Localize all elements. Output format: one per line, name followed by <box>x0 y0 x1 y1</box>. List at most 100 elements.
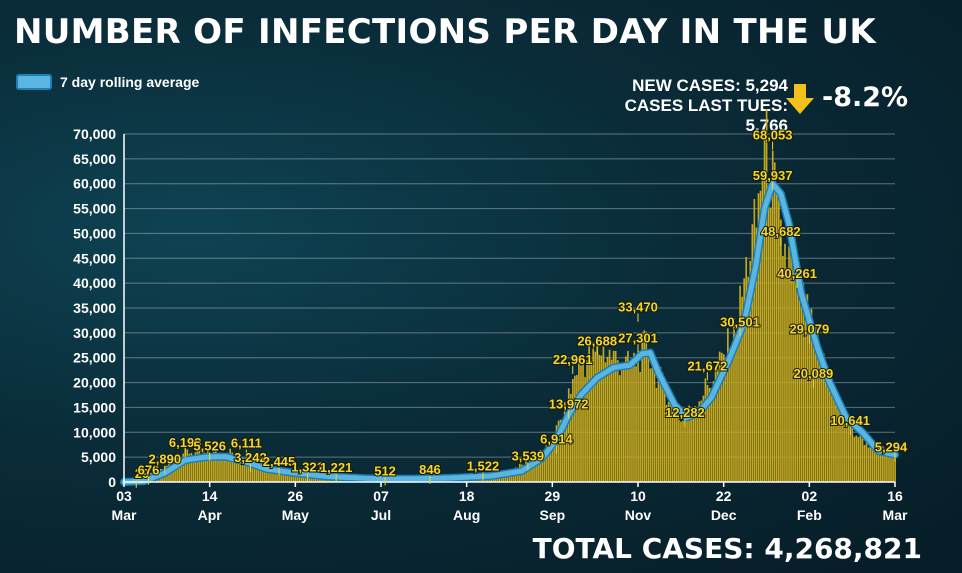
daily-bar <box>602 346 605 482</box>
daily-bar <box>202 451 205 482</box>
daily-bar <box>692 411 694 482</box>
daily-bar <box>761 176 764 482</box>
daily-bar <box>243 463 246 482</box>
x-tick-day: 29 <box>545 488 561 504</box>
daily-bar <box>261 467 264 482</box>
daily-bar <box>249 464 252 482</box>
daily-bar <box>270 469 272 482</box>
daily-bar <box>869 444 872 482</box>
x-tick-day: 03 <box>116 488 132 504</box>
daily-bar <box>696 409 699 482</box>
daily-bar <box>596 343 599 482</box>
daily-bar <box>845 422 847 482</box>
x-tick-month: Mar <box>112 507 137 523</box>
data-label: 21,672 <box>687 358 727 373</box>
daily-bar <box>780 219 782 483</box>
daily-bar <box>755 227 758 482</box>
daily-bar <box>292 471 295 482</box>
daily-bar <box>645 331 648 482</box>
daily-bar <box>192 455 195 482</box>
daily-bar <box>633 352 635 482</box>
daily-bar <box>612 350 615 482</box>
daily-bar <box>647 357 650 482</box>
daily-bar <box>822 353 825 482</box>
legend-label: 7 day rolling average <box>60 74 200 90</box>
daily-bar <box>565 413 568 482</box>
daily-bar <box>182 453 185 482</box>
x-tick-month: Jul <box>371 507 391 523</box>
daily-bar <box>673 408 676 482</box>
data-label: 3,242 <box>234 450 267 465</box>
daily-bar <box>272 470 274 482</box>
data-label: 3,539 <box>512 448 545 463</box>
y-tick-label: 0 <box>108 474 116 490</box>
daily-bar <box>551 441 554 482</box>
daily-bar <box>839 407 841 482</box>
daily-bar <box>586 360 588 482</box>
daily-bar <box>859 432 862 482</box>
data-label: 846 <box>419 462 441 477</box>
x-tick-day: 18 <box>459 488 475 504</box>
daily-bar <box>802 282 805 482</box>
y-tick-label: 70,000 <box>73 126 116 142</box>
daily-bar <box>694 406 697 482</box>
daily-cases-bars <box>123 109 896 483</box>
daily-bar <box>223 455 225 482</box>
daily-bar <box>584 377 586 482</box>
x-tick-month: Aug <box>453 507 480 523</box>
x-tick-month: Feb <box>797 507 822 523</box>
data-label: 68,053 <box>753 128 793 143</box>
daily-bar <box>841 404 843 482</box>
daily-bar <box>890 454 892 482</box>
daily-bar <box>620 367 623 482</box>
daily-bar <box>663 388 666 482</box>
daily-bar <box>863 444 866 482</box>
daily-bar <box>669 396 672 482</box>
daily-bar <box>833 398 835 482</box>
daily-bar <box>704 378 707 482</box>
daily-bar <box>200 454 203 482</box>
daily-bar <box>880 450 882 482</box>
daily-bar <box>682 420 684 482</box>
daily-bar <box>227 455 229 482</box>
daily-bar <box>702 395 705 482</box>
daily-bar <box>563 402 566 482</box>
data-label: 33,470 <box>618 300 658 315</box>
daily-bar <box>851 426 854 482</box>
daily-bar <box>824 372 827 482</box>
daily-bar <box>225 453 227 482</box>
x-tick-month: May <box>282 507 309 523</box>
rolling-average-line <box>120 179 899 486</box>
daily-bar <box>727 328 729 482</box>
daily-bar <box>635 366 637 482</box>
daily-bar <box>873 442 876 482</box>
daily-bar <box>849 422 852 482</box>
daily-bar <box>867 447 870 482</box>
y-tick-label: 20,000 <box>73 375 116 391</box>
daily-bar <box>708 387 711 482</box>
daily-bar <box>773 162 776 482</box>
down-arrow-icon <box>786 84 814 114</box>
daily-bar <box>714 368 717 482</box>
daily-bar <box>806 294 809 482</box>
daily-bar <box>604 362 607 482</box>
daily-bar <box>284 471 287 482</box>
daily-bar <box>747 276 750 482</box>
daily-bar <box>729 363 731 482</box>
x-tick-month: Apr <box>198 507 223 523</box>
daily-bar <box>643 330 646 482</box>
daily-bar <box>553 438 556 482</box>
daily-bar <box>710 388 713 482</box>
daily-bar <box>537 455 539 482</box>
data-label: 1,522 <box>467 458 500 473</box>
daily-bar <box>800 280 803 482</box>
daily-bar <box>835 392 837 482</box>
daily-bar <box>657 374 660 482</box>
daily-bar <box>196 449 199 482</box>
rolling-average-path <box>121 181 898 485</box>
daily-bar <box>690 410 692 482</box>
daily-bar <box>598 354 601 482</box>
daily-bar <box>720 352 723 482</box>
daily-bar <box>237 457 240 482</box>
